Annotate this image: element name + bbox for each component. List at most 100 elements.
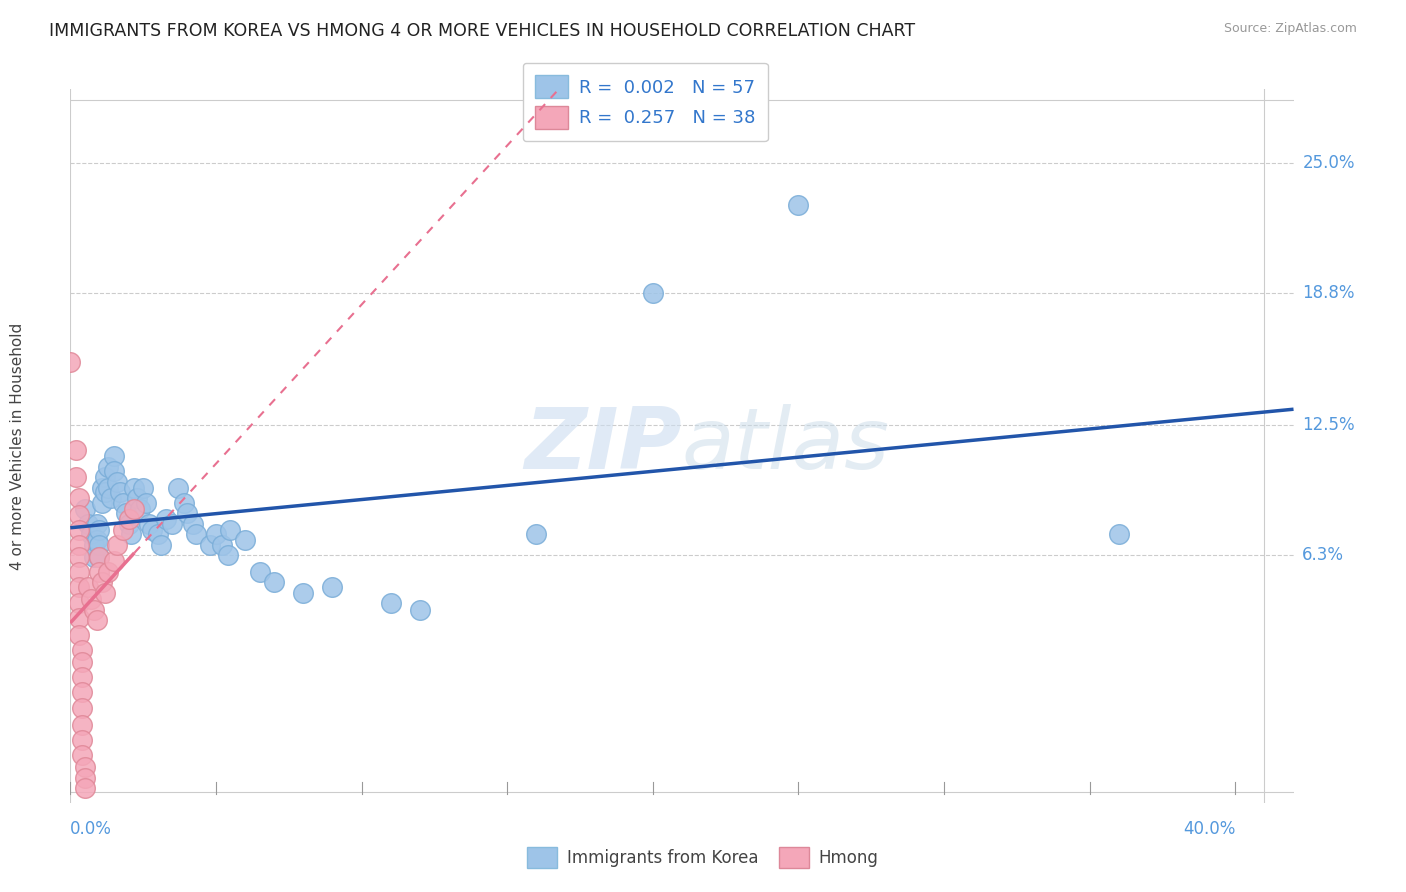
Text: 18.8%: 18.8% — [1302, 284, 1355, 301]
Point — [149, 538, 172, 552]
Point — [409, 603, 432, 617]
Point — [117, 512, 139, 526]
Point — [89, 550, 111, 565]
Point — [70, 747, 93, 762]
Point — [67, 580, 90, 594]
Point — [380, 596, 402, 610]
Point — [219, 523, 242, 537]
Point — [76, 516, 98, 531]
Point — [67, 596, 90, 610]
Point — [59, 355, 82, 369]
Point — [105, 475, 128, 489]
Point — [108, 485, 131, 500]
Point — [86, 533, 108, 548]
Point — [198, 538, 221, 552]
Point — [79, 527, 103, 541]
Point — [94, 470, 117, 484]
Point — [91, 481, 114, 495]
Point — [127, 491, 149, 506]
Point — [146, 527, 169, 541]
Point — [114, 506, 136, 520]
Point — [321, 580, 343, 594]
Point — [217, 548, 239, 562]
Point — [97, 460, 120, 475]
Point — [121, 527, 143, 541]
Point — [117, 516, 139, 531]
Point — [135, 496, 157, 510]
Text: 12.5%: 12.5% — [1302, 416, 1355, 434]
Point — [83, 550, 105, 565]
Text: 6.3%: 6.3% — [1302, 546, 1344, 564]
Point — [1108, 527, 1130, 541]
Point — [111, 496, 134, 510]
Point — [97, 565, 120, 579]
Point — [67, 491, 90, 506]
Point — [181, 516, 204, 531]
Point — [73, 781, 96, 796]
Point — [89, 523, 111, 537]
Point — [233, 533, 256, 548]
Point — [70, 701, 93, 715]
Point — [524, 527, 547, 541]
Point — [129, 502, 152, 516]
Point — [73, 502, 96, 516]
Text: IMMIGRANTS FROM KOREA VS HMONG 4 OR MORE VEHICLES IN HOUSEHOLD CORRELATION CHART: IMMIGRANTS FROM KOREA VS HMONG 4 OR MORE… — [49, 22, 915, 40]
Point — [111, 523, 134, 537]
Point — [76, 580, 98, 594]
Point — [86, 613, 108, 627]
Point — [79, 592, 103, 607]
Point — [641, 285, 664, 300]
Point — [65, 470, 87, 484]
Point — [91, 575, 114, 590]
Point — [141, 523, 163, 537]
Legend: Immigrants from Korea, Hmong: Immigrants from Korea, Hmong — [520, 840, 886, 875]
Point — [105, 538, 128, 552]
Point — [249, 565, 271, 579]
Point — [67, 508, 90, 523]
Point — [103, 464, 125, 478]
Text: ZIP: ZIP — [524, 404, 682, 488]
Text: atlas: atlas — [682, 404, 890, 488]
Point — [67, 611, 90, 625]
Point — [70, 718, 93, 732]
Text: 40.0%: 40.0% — [1182, 820, 1236, 838]
Point — [83, 538, 105, 552]
Text: 0.0%: 0.0% — [70, 820, 112, 838]
Point — [67, 565, 90, 579]
Point — [86, 516, 108, 531]
Point — [167, 481, 190, 495]
Point — [73, 760, 96, 774]
Point — [132, 481, 155, 495]
Point — [67, 550, 90, 565]
Point — [176, 506, 198, 520]
Point — [100, 491, 122, 506]
Point — [155, 512, 177, 526]
Point — [162, 516, 183, 531]
Point — [70, 732, 93, 747]
Point — [205, 527, 228, 541]
Point — [70, 642, 93, 657]
Point — [94, 485, 117, 500]
Point — [124, 481, 146, 495]
Point — [67, 538, 90, 552]
Point — [292, 586, 315, 600]
Point — [103, 450, 125, 464]
Point — [89, 538, 111, 552]
Point — [67, 523, 90, 537]
Point — [97, 481, 120, 495]
Text: 4 or more Vehicles in Household: 4 or more Vehicles in Household — [10, 322, 25, 570]
Text: Source: ZipAtlas.com: Source: ZipAtlas.com — [1223, 22, 1357, 36]
Text: 25.0%: 25.0% — [1302, 153, 1355, 171]
Point — [211, 538, 233, 552]
Point — [89, 565, 111, 579]
Legend: R =  0.002   N = 57, R =  0.257   N = 38: R = 0.002 N = 57, R = 0.257 N = 38 — [523, 62, 768, 142]
Point — [70, 684, 93, 698]
Point — [94, 586, 117, 600]
Point — [73, 771, 96, 785]
Point — [65, 443, 87, 458]
Point — [124, 502, 146, 516]
Point — [184, 527, 207, 541]
Point — [67, 628, 90, 642]
Point — [103, 554, 125, 568]
Point — [70, 655, 93, 669]
